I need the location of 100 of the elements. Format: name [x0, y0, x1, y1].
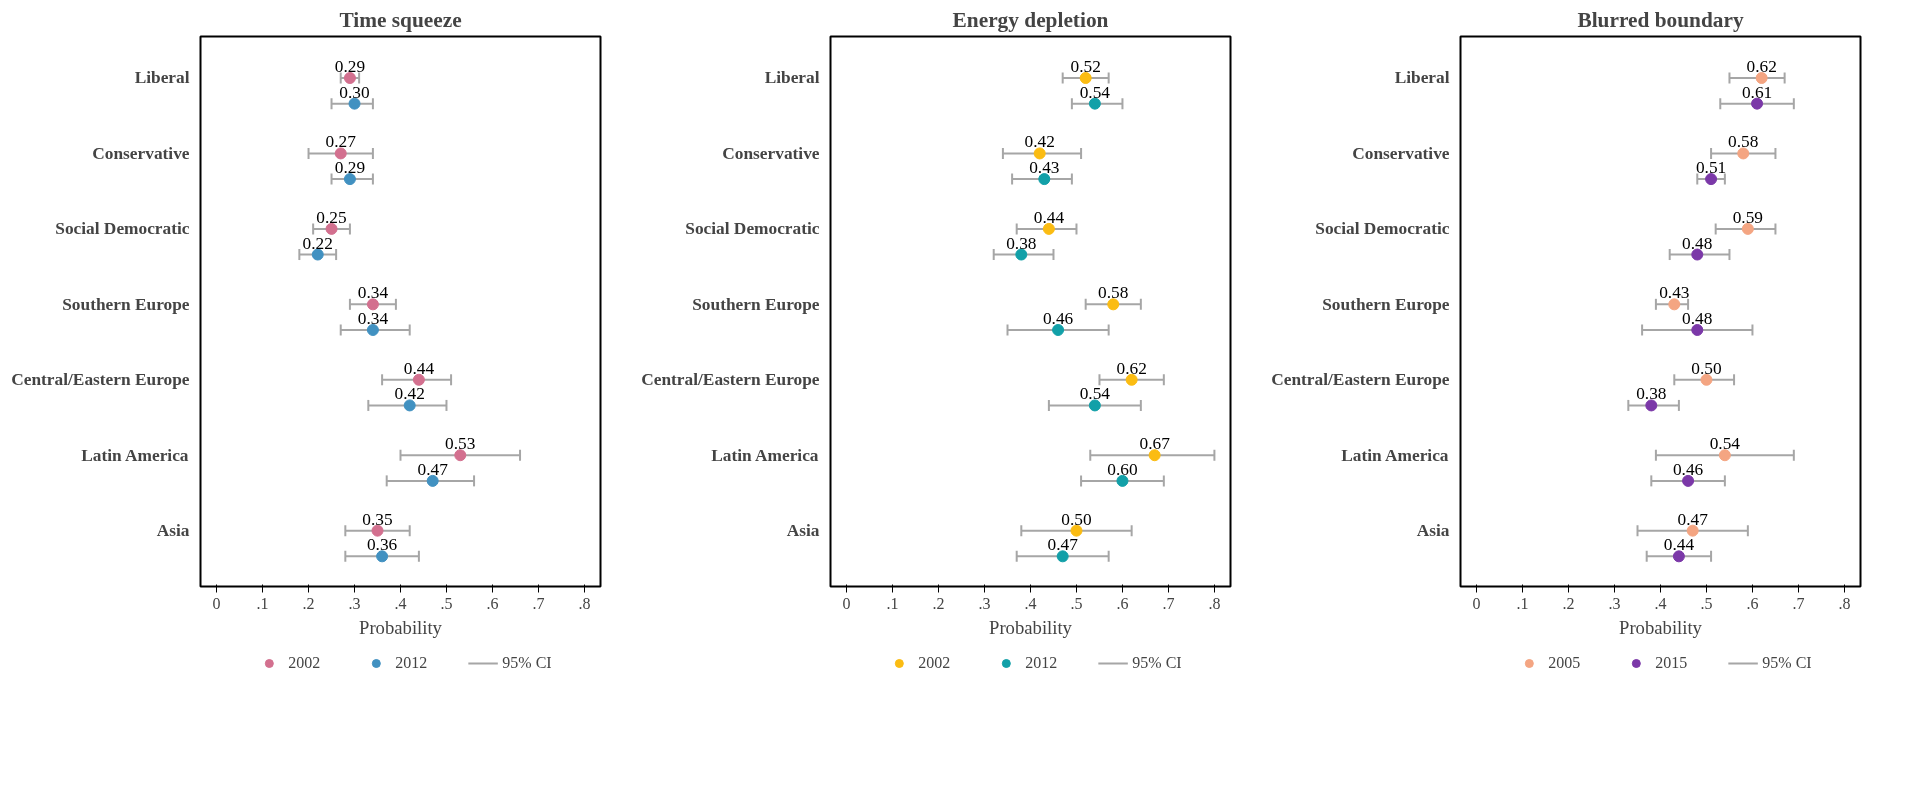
x-axis-title: Probability — [1619, 616, 1703, 638]
data-label: 0.50 — [1061, 509, 1092, 529]
x-tick-label: .7 — [1792, 594, 1805, 612]
data-label: 0.59 — [1732, 207, 1764, 227]
data-label: 0.61 — [1741, 82, 1773, 102]
x-tick-label: 0 — [1472, 594, 1481, 612]
x-tick-label: .1 — [256, 594, 269, 612]
data-label: 0.42 — [394, 384, 425, 404]
data-label: 0.47 — [417, 459, 449, 479]
data-label: 0.25 — [316, 207, 347, 227]
x-tick-label: .3 — [978, 594, 991, 612]
x-tick-label: 0 — [842, 594, 851, 612]
y-tick-label: Southern Europe — [62, 294, 190, 314]
x-tick-label: .1 — [1516, 594, 1529, 612]
data-label: 0.60 — [1107, 459, 1138, 479]
data-label: 0.54 — [1079, 384, 1111, 404]
y-tick-label: Liberal — [134, 68, 190, 88]
x-tick-label: .7 — [1162, 594, 1175, 612]
text: 95% CI — [1132, 653, 1182, 672]
legend-label: 2015 — [1655, 653, 1688, 672]
data-label: 0.67 — [1139, 434, 1171, 454]
y-tick-label: Social Democratic — [55, 219, 190, 239]
data-label: 0.44 — [1033, 207, 1065, 227]
chart-title: Blurred boundary — [1577, 7, 1744, 32]
y-tick-label: Liberal — [764, 68, 820, 88]
data-label: 0.38 — [1636, 384, 1667, 404]
data-label: 0.54 — [1079, 82, 1111, 102]
x-axis-title: Probability — [359, 616, 443, 638]
x-tick-label: .4 — [1024, 594, 1037, 612]
data-label: 0.35 — [362, 509, 393, 529]
data-label: 0.47 — [1677, 509, 1709, 529]
x-tick-label: .8 — [1208, 594, 1221, 612]
data-label: 0.46 — [1042, 308, 1074, 328]
x-tick-label: .5 — [1070, 594, 1083, 612]
y-tick-label: Conservative — [722, 143, 820, 163]
x-tick-label: .6 — [486, 594, 499, 612]
data-label: 0.58 — [1098, 283, 1129, 303]
x-tick-label: .8 — [578, 594, 591, 612]
x-tick-label: .2 — [1562, 594, 1575, 612]
data-label: 0.46 — [1672, 459, 1704, 479]
x-tick-label: 0 — [212, 594, 221, 612]
y-tick-label: Southern Europe — [1322, 294, 1450, 314]
data-label: 0.36 — [366, 535, 398, 555]
legend-label: 2012 — [1025, 653, 1058, 672]
x-tick-label: .4 — [394, 594, 407, 612]
x-tick-label: .3 — [348, 594, 361, 612]
data-label: 0.48 — [1682, 233, 1713, 253]
legend-label: 2012 — [395, 653, 428, 672]
y-tick-label: Asia — [786, 521, 820, 541]
y-tick-label: Central/Eastern Europe — [641, 370, 820, 390]
data-label: 0.34 — [357, 283, 389, 303]
y-tick-label: Social Democratic — [1315, 219, 1450, 239]
x-tick-label: .7 — [532, 594, 545, 612]
data-label: 0.44 — [1663, 535, 1695, 555]
data-label: 0.52 — [1070, 57, 1101, 76]
y-tick-label: Asia — [1416, 521, 1450, 541]
data-label: 0.29 — [334, 158, 366, 178]
x-tick-label: .4 — [1654, 594, 1667, 612]
y-tick-label: Central/Eastern Europe — [1271, 370, 1450, 390]
y-tick-label: Southern Europe — [692, 294, 820, 314]
data-label: 0.47 — [1047, 535, 1079, 555]
y-tick-label: Latin America — [711, 445, 819, 465]
data-label: 0.34 — [357, 308, 389, 328]
y-tick-label: Latin America — [1341, 445, 1449, 465]
text: 95% CI — [1762, 653, 1812, 672]
data-label: 0.51 — [1695, 158, 1727, 178]
data-label: 0.53 — [445, 434, 476, 454]
y-tick-label: Conservative — [92, 143, 190, 163]
x-tick-label: .6 — [1116, 594, 1129, 612]
data-label: 0.62 — [1746, 57, 1777, 76]
data-label: 0.43 — [1659, 283, 1690, 303]
data-label: 0.29 — [334, 57, 366, 76]
data-label: 0.48 — [1682, 308, 1713, 328]
x-tick-label: .6 — [1746, 594, 1759, 612]
data-label: 0.38 — [1006, 233, 1037, 253]
chart-title: Energy depletion — [952, 7, 1109, 32]
data-label: 0.62 — [1116, 358, 1147, 378]
x-tick-label: .5 — [440, 594, 453, 612]
data-label: 0.27 — [325, 132, 357, 152]
data-label: 0.54 — [1709, 434, 1741, 454]
x-tick-label: .8 — [1838, 594, 1851, 612]
x-tick-label: .2 — [302, 594, 315, 612]
data-label: 0.43 — [1029, 158, 1060, 178]
y-tick-label: Central/Eastern Europe — [11, 370, 190, 390]
x-tick-label: .1 — [886, 594, 899, 612]
y-tick-label: Liberal — [1394, 68, 1450, 88]
x-tick-label: .3 — [1608, 594, 1621, 612]
y-tick-label: Conservative — [1352, 143, 1450, 163]
x-axis-title: Probability — [989, 616, 1073, 638]
chart-title: Time squeeze — [339, 7, 462, 32]
x-tick-label: .5 — [1700, 594, 1713, 612]
y-tick-label: Asia — [156, 521, 190, 541]
data-label: 0.50 — [1691, 358, 1722, 378]
legend-label: 2005 — [1548, 653, 1581, 672]
legend-label: 2002 — [918, 653, 951, 672]
data-label: 0.30 — [339, 82, 370, 102]
text: 95% CI — [502, 653, 552, 672]
y-tick-label: Social Democratic — [685, 219, 820, 239]
y-tick-label: Latin America — [81, 445, 189, 465]
x-tick-label: .2 — [932, 594, 945, 612]
